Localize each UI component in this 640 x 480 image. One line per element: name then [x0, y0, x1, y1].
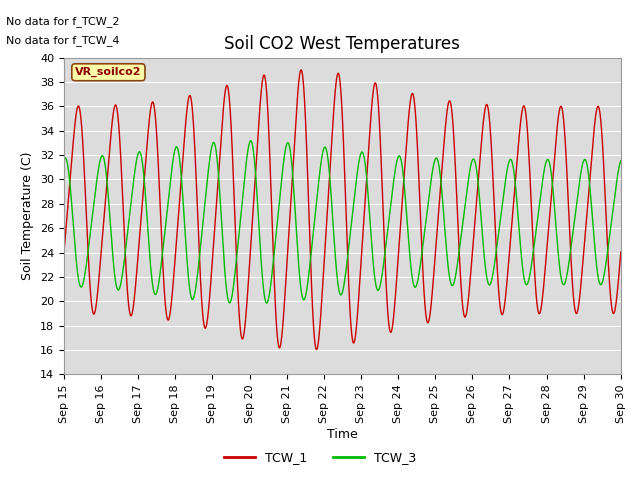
- Text: VR_soilco2: VR_soilco2: [75, 67, 141, 77]
- TCW_3: [476, 197, 483, 203]
- TCW_1: [273, 326, 280, 332]
- X-axis label: Time: Time: [327, 429, 358, 442]
- TCW_1: [298, 67, 305, 73]
- TCW_1: [518, 108, 526, 114]
- TCW_3: [518, 260, 526, 265]
- Line: TCW_1: TCW_1: [64, 70, 621, 349]
- Legend: TCW_1, TCW_3: TCW_1, TCW_3: [219, 446, 421, 469]
- Text: No data for f_TCW_2: No data for f_TCW_2: [6, 16, 120, 27]
- TCW_3: [422, 215, 430, 220]
- TCW_3: [263, 300, 271, 306]
- TCW_1: [60, 250, 68, 255]
- TCW_3: [273, 222, 281, 228]
- TCW_3: [247, 138, 255, 144]
- TCW_1: [476, 160, 483, 166]
- Text: No data for f_TCW_4: No data for f_TCW_4: [6, 35, 120, 46]
- TCW_3: [60, 156, 68, 162]
- Line: TCW_3: TCW_3: [64, 141, 621, 303]
- TCW_1: [394, 255, 402, 261]
- TCW_3: [161, 227, 169, 232]
- TCW_1: [422, 315, 430, 321]
- TCW_1: [313, 347, 321, 352]
- TCW_1: [617, 249, 625, 255]
- TCW_3: [394, 154, 402, 160]
- TCW_1: [161, 299, 169, 305]
- Y-axis label: Soil Temperature (C): Soil Temperature (C): [22, 152, 35, 280]
- TCW_3: [617, 158, 625, 164]
- Title: Soil CO2 West Temperatures: Soil CO2 West Temperatures: [225, 35, 460, 53]
